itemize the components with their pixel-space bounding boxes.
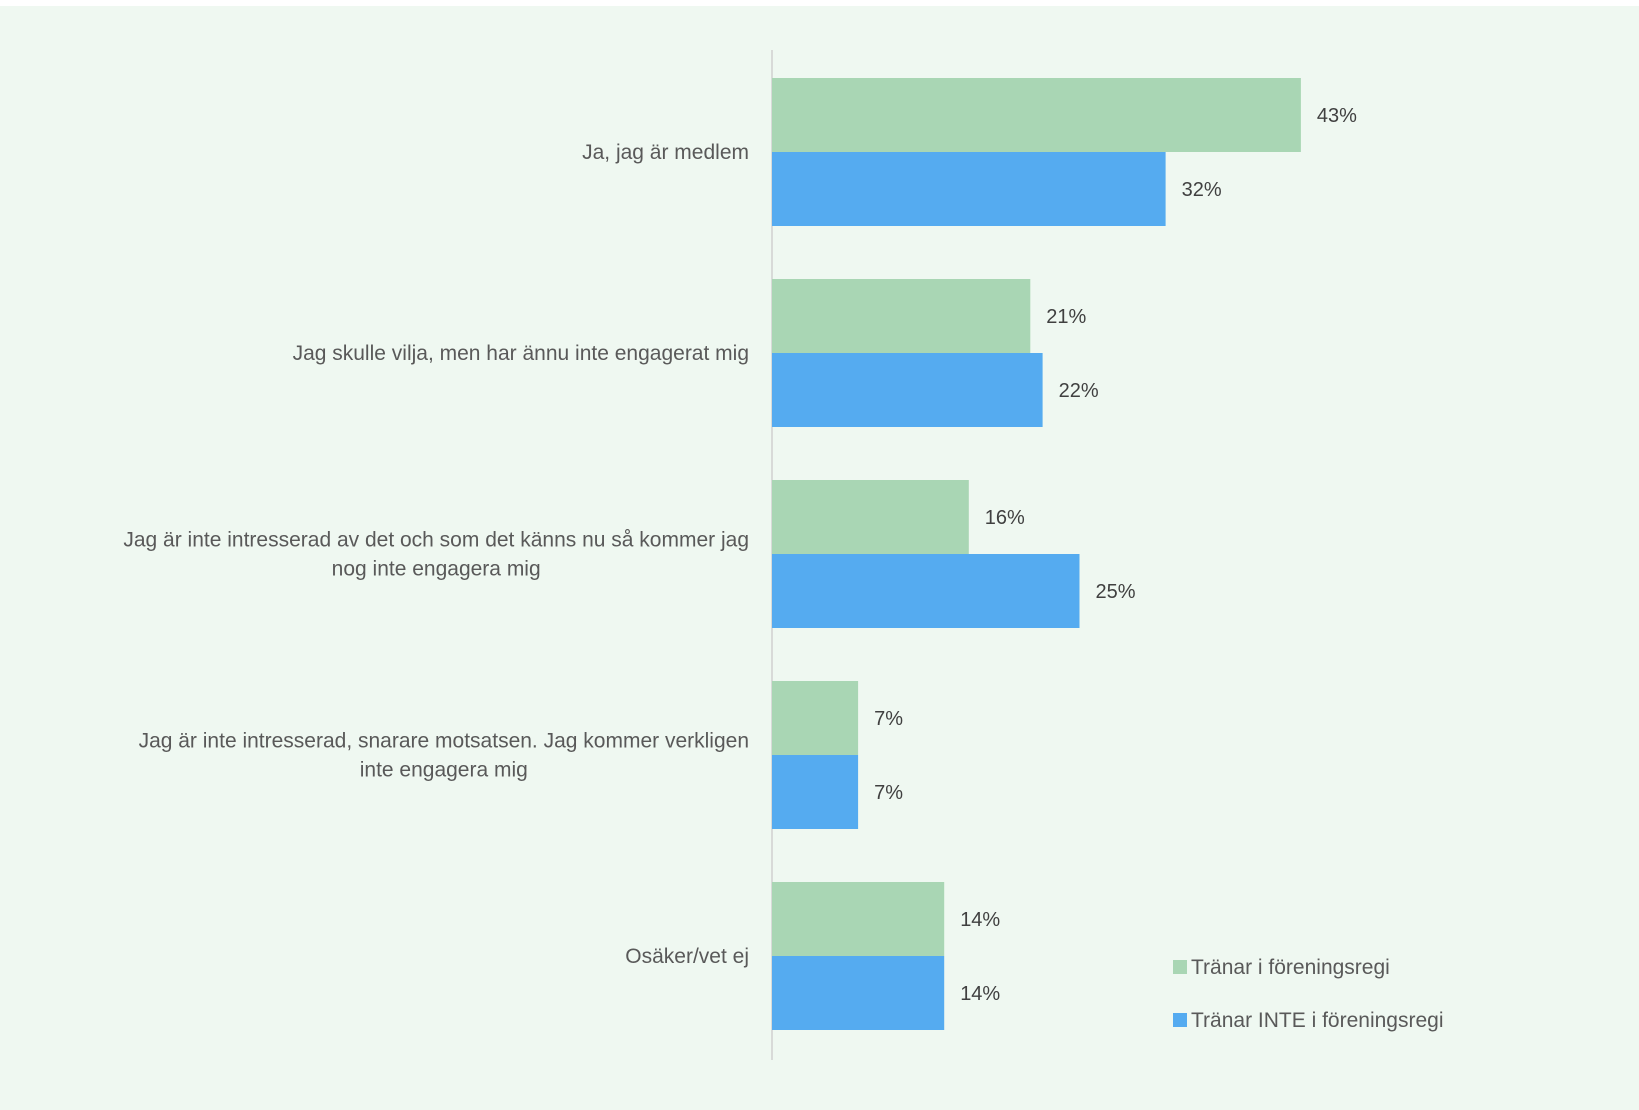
category-label: Ja, jag är medlem xyxy=(582,141,749,164)
data-label: 7% xyxy=(874,708,903,730)
category-label-line: Ja, jag är medlem xyxy=(582,141,749,164)
bar-tranar-i-foreningsregi xyxy=(772,480,969,554)
category-label-line: Jag är inte intresserad, snarare motsats… xyxy=(139,730,749,753)
data-label: 25% xyxy=(1096,581,1136,603)
data-label: 14% xyxy=(960,983,1000,1005)
bar-tranar-inte-i-foreningsregi xyxy=(772,956,945,1030)
data-label: 43% xyxy=(1317,105,1357,127)
bar-chart: Ja, jag är medlem 43% 32% Jag skulle vilja,… xyxy=(123,50,1443,1060)
data-label: 7% xyxy=(874,782,903,804)
bar-tranar-inte-i-foreningsregi xyxy=(772,755,859,829)
bar-tranar-i-foreningsregi xyxy=(772,279,1031,353)
data-label: 22% xyxy=(1059,380,1099,402)
bar-tranar-i-foreningsregi xyxy=(772,882,945,956)
category-label: Jag skulle vilja, men har ännu inte enga… xyxy=(293,342,749,365)
category-label: Osäker/vet ej xyxy=(625,945,749,968)
category-label-line: Jag skulle vilja, men har ännu inte enga… xyxy=(293,342,749,365)
legend-swatch xyxy=(1173,960,1187,974)
data-label: 32% xyxy=(1182,179,1222,201)
legend-label: Tränar i föreningsregi xyxy=(1191,956,1390,979)
category-label: Jag är inte intresserad, snarare motsats… xyxy=(139,730,749,782)
data-label: 14% xyxy=(960,909,1000,931)
legend-label: Tränar INTE i föreningsregi xyxy=(1191,1009,1443,1032)
data-label: 21% xyxy=(1046,306,1086,328)
category-label: Jag är inte intresserad av det och som d… xyxy=(123,529,749,581)
bar-tranar-i-foreningsregi xyxy=(772,78,1301,152)
category-label-line: Jag är inte intresserad av det och som d… xyxy=(123,529,749,552)
category-label-line: Osäker/vet ej xyxy=(625,945,749,968)
bar-tranar-inte-i-foreningsregi xyxy=(772,353,1043,427)
chart-area: Ja, jag är medlem 43% 32% Jag skulle vilja,… xyxy=(0,6,1639,1110)
category-label-line: nog inte engagera mig xyxy=(332,558,541,581)
bar-tranar-inte-i-foreningsregi xyxy=(772,152,1166,226)
bar-tranar-inte-i-foreningsregi xyxy=(772,554,1080,628)
data-label: 16% xyxy=(985,507,1025,529)
bar-tranar-i-foreningsregi xyxy=(772,681,859,755)
category-label-line: inte engagera mig xyxy=(360,759,528,782)
legend-swatch xyxy=(1173,1013,1187,1027)
